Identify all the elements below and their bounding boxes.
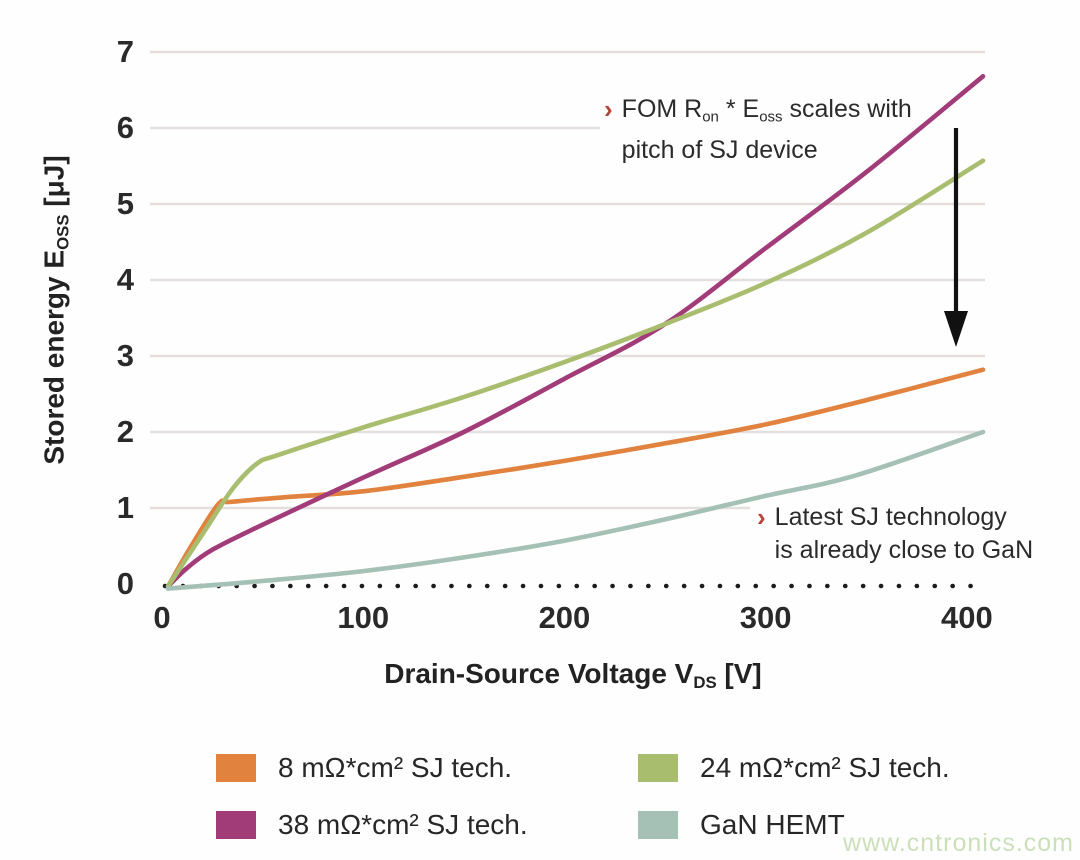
legend-item: 38 mΩ*cm² SJ tech. <box>216 809 528 841</box>
legend-swatch-teal <box>638 811 678 839</box>
annotation-fom-lines: FOM Ron * Eoss scales with pitch of SJ d… <box>622 93 912 167</box>
x-tick-label: 0 <box>153 600 171 635</box>
y-tick-label: 0 <box>116 566 134 601</box>
x-title-text: Drain-Source Voltage V <box>384 658 694 689</box>
y-tick-label: 7 <box>116 34 134 69</box>
annotation-gan: › Latest SJ technology is already close … <box>757 501 1033 567</box>
x-tick-label: 200 <box>538 600 591 635</box>
legend-item: GaN HEMT <box>638 809 845 841</box>
chevron-marker-icon: › <box>604 94 613 124</box>
y-tick-label: 4 <box>116 262 134 297</box>
annotation-gan-lines: Latest SJ technology is already close to… <box>775 501 1033 567</box>
x-title-unit: [V] <box>716 658 762 689</box>
down-arrow-head-icon <box>944 311 968 347</box>
x-axis-title: Drain-Source Voltage VDS [V] <box>384 658 762 693</box>
series-line-1 <box>165 367 986 589</box>
x-title-subscript: DS <box>693 673 717 693</box>
watermark: www.cntronics.com <box>843 829 1074 857</box>
y-tick-label: 3 <box>116 338 134 373</box>
y-title-unit: [μJ] <box>38 155 70 215</box>
fom-sub-on: on <box>702 108 719 126</box>
y-axis-title: Stored energy EOSS [μJ] <box>38 155 73 464</box>
y-title-subscript: OSS <box>53 214 73 250</box>
legend-item: 24 mΩ*cm² SJ tech. <box>638 752 950 784</box>
fom-text-b: * E <box>718 95 760 123</box>
series-line-3 <box>165 74 986 589</box>
legend-item: 8 mΩ*cm² SJ tech. <box>216 752 512 784</box>
legend-label: 24 mΩ*cm² SJ tech. <box>700 752 950 783</box>
legend-label: GaN HEMT <box>700 809 845 840</box>
annotation-fom: › FOM Ron * Eoss scales with pitch of SJ… <box>604 93 912 167</box>
annotation-fom-line1: FOM Ron * Eoss scales with <box>622 93 912 134</box>
x-tick-label: 400 <box>941 600 993 635</box>
y-title-text: Stored energy E <box>38 249 70 465</box>
y-tick-label: 5 <box>116 186 134 221</box>
series-line-2 <box>165 158 986 589</box>
chevron-marker-icon: › <box>757 502 766 532</box>
x-tick-label: 100 <box>337 600 390 635</box>
fom-text-c: scales with <box>782 95 912 123</box>
legend-swatch-olive <box>638 754 678 782</box>
y-tick-label: 1 <box>116 490 134 525</box>
legend-label: 38 mΩ*cm² SJ tech. <box>278 809 528 840</box>
fom-sub-oss: oss <box>759 108 783 126</box>
annotation-fom-line2: pitch of SJ device <box>621 135 818 164</box>
y-tick-label: 6 <box>116 110 134 145</box>
legend-swatch-purple <box>216 811 256 839</box>
y-tick-label: 2 <box>116 414 134 449</box>
x-tick-label: 300 <box>739 600 792 635</box>
fom-text-a: FOM R <box>621 95 703 123</box>
legend-label: 8 mΩ*cm² SJ tech. <box>278 752 513 783</box>
annotation-gan-line2: is already close to GaN <box>774 536 1034 564</box>
legend-swatch-orange <box>216 754 256 782</box>
series-line-4 <box>165 429 986 591</box>
annotation-gan-line1: Latest SJ technology <box>774 503 1007 531</box>
